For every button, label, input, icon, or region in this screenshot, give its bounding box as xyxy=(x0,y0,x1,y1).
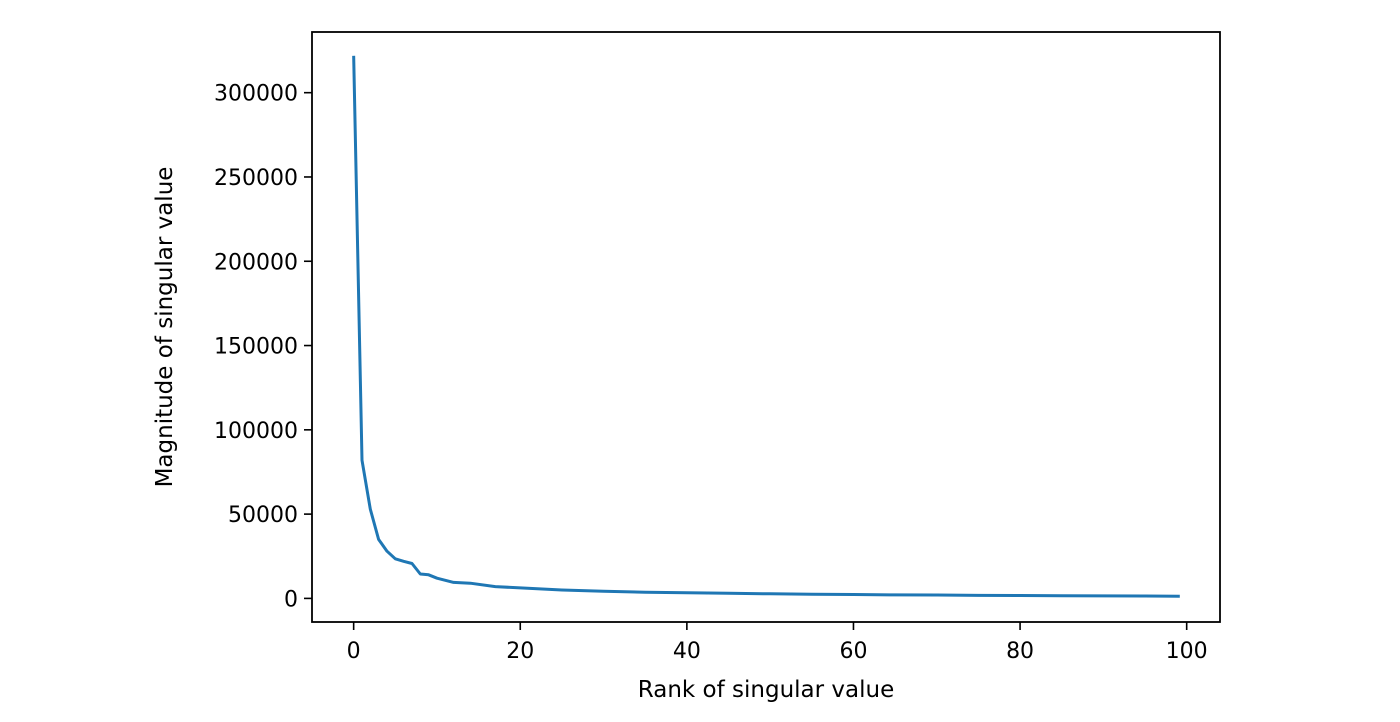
y-axis: 0 50000 100000 150000 200000 250000 300000 xyxy=(214,82,312,612)
x-tick-label: 100 xyxy=(1166,639,1208,664)
axes-frame xyxy=(311,31,1221,623)
x-axis-label: Rank of singular value xyxy=(638,677,894,703)
y-tick-label: 300000 xyxy=(214,82,298,107)
y-tick-label: 250000 xyxy=(214,166,298,191)
x-tick-label: 40 xyxy=(673,639,701,664)
y-tick-label: 50000 xyxy=(228,503,298,528)
y-tick-label: 150000 xyxy=(214,335,298,360)
y-tick-label: 200000 xyxy=(214,250,298,275)
series-line-0 xyxy=(352,55,1180,598)
x-axis: 0 20 40 60 80 100 xyxy=(347,622,1208,664)
x-tick-label: 0 xyxy=(347,639,361,664)
y-tick-label: 100000 xyxy=(214,419,298,444)
y-tick-label: 0 xyxy=(284,587,298,612)
x-tick-label: 60 xyxy=(839,639,867,664)
y-axis-label: Magnitude of singular value xyxy=(152,167,178,488)
plot-area xyxy=(352,55,1180,598)
x-tick-label: 80 xyxy=(1006,639,1034,664)
x-tick-label: 20 xyxy=(506,639,534,664)
